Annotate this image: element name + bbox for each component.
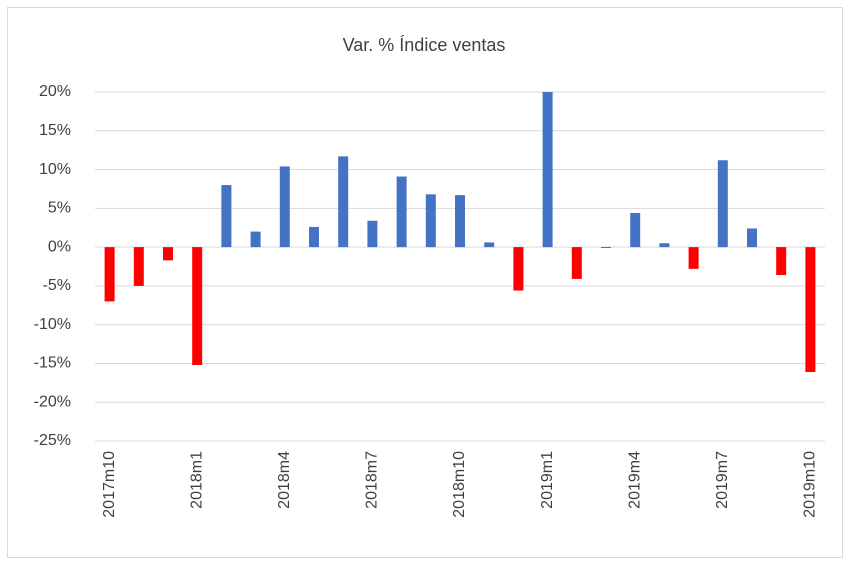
x-tick-label: 2018m10 bbox=[451, 451, 468, 518]
bar bbox=[133, 247, 144, 286]
x-tick-label: 2019m10 bbox=[802, 451, 819, 518]
bar bbox=[513, 247, 524, 291]
y-tick-label: -5% bbox=[43, 277, 71, 294]
bar bbox=[396, 176, 407, 248]
bar bbox=[747, 228, 757, 248]
chart-title: Var. % Índice ventas bbox=[343, 35, 506, 55]
bar bbox=[425, 194, 436, 248]
y-tick-label: -20% bbox=[34, 393, 71, 410]
bar bbox=[309, 226, 319, 248]
bar bbox=[484, 242, 495, 248]
y-tick-label: -15% bbox=[34, 355, 71, 372]
bar bbox=[601, 247, 611, 248]
chart-border bbox=[7, 7, 843, 558]
x-tick-label: 2018m7 bbox=[364, 451, 381, 509]
y-tick-label: 5% bbox=[48, 200, 71, 217]
bar bbox=[279, 166, 290, 248]
y-tick-label: 10% bbox=[39, 161, 71, 178]
x-tick-label: 2019m4 bbox=[626, 451, 643, 509]
bar bbox=[104, 247, 115, 302]
x-tick-label: 2019m7 bbox=[714, 451, 731, 509]
x-tick-label: 2018m4 bbox=[276, 451, 293, 509]
bar bbox=[338, 156, 349, 248]
bar bbox=[571, 247, 582, 279]
x-tick-label: 2018m1 bbox=[188, 451, 205, 509]
y-tick-label: 15% bbox=[39, 122, 71, 139]
x-tick-label: 2019m1 bbox=[539, 451, 556, 509]
bar bbox=[542, 92, 553, 248]
bar bbox=[776, 247, 787, 276]
bar bbox=[688, 247, 699, 269]
y-tick-label: -25% bbox=[34, 432, 71, 449]
bar bbox=[455, 195, 465, 248]
y-tick-label: 0% bbox=[48, 238, 71, 255]
bar bbox=[192, 247, 203, 365]
y-tick-label: -10% bbox=[34, 316, 71, 333]
bar bbox=[805, 247, 816, 372]
y-tick-label: 20% bbox=[39, 83, 71, 100]
bar bbox=[221, 185, 232, 248]
x-tick-label: 2017m10 bbox=[101, 451, 118, 518]
bar bbox=[659, 243, 670, 248]
bar bbox=[163, 247, 173, 261]
bar bbox=[367, 220, 378, 248]
bar bbox=[717, 160, 728, 248]
bar bbox=[630, 212, 641, 248]
bar bbox=[250, 231, 261, 248]
